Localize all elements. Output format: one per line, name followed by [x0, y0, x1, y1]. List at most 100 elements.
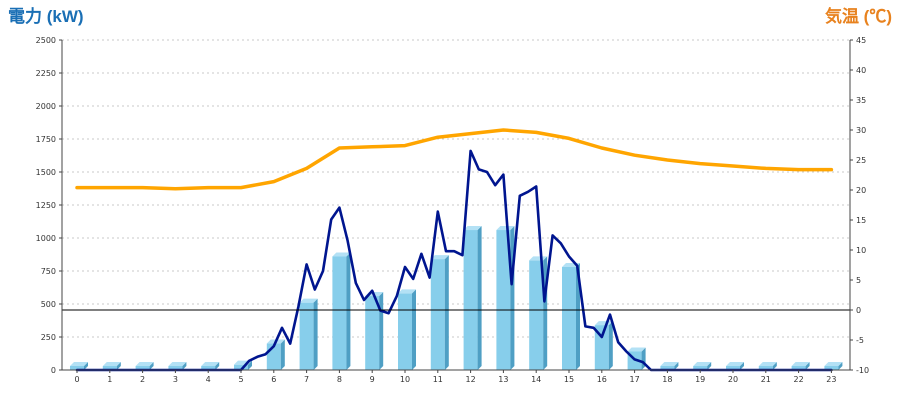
right-tick-label: 15 — [856, 216, 866, 225]
left-tick-label: 750 — [41, 267, 56, 276]
bar-top — [627, 347, 646, 352]
bar-side — [84, 362, 88, 370]
bar-front — [135, 366, 150, 370]
x-tick-label: 2 — [140, 375, 145, 384]
bar-front — [102, 366, 117, 370]
power-bars — [70, 226, 843, 370]
bar-top — [726, 362, 744, 366]
x-tick-label: 23 — [826, 375, 836, 384]
bar-side — [707, 362, 712, 370]
bar-side — [772, 362, 777, 370]
bar-front — [463, 230, 478, 370]
bar-front — [398, 293, 412, 370]
bar-side — [280, 339, 285, 370]
bar-top — [430, 255, 449, 260]
bar-top — [791, 362, 810, 366]
bar — [201, 362, 220, 370]
bar-front — [562, 267, 576, 370]
x-tick-label: 10 — [400, 375, 410, 384]
bar-side — [116, 362, 121, 370]
x-tick-label: 13 — [498, 375, 508, 384]
bar-side — [182, 362, 187, 370]
left-tick-label: 500 — [41, 300, 56, 309]
bar-top — [168, 362, 187, 366]
bar-front — [430, 259, 445, 370]
bar-front — [594, 325, 609, 370]
right-tick-label: 35 — [856, 96, 866, 105]
bar-side — [149, 362, 154, 370]
bar-top — [332, 252, 351, 257]
bar — [70, 362, 88, 370]
bar-front — [693, 366, 708, 370]
bar-front — [726, 366, 740, 370]
bar-top — [102, 362, 121, 366]
bar-front — [234, 364, 248, 370]
axes — [59, 39, 853, 373]
bar — [562, 263, 580, 370]
bar — [332, 252, 351, 370]
bar — [463, 226, 482, 370]
right-tick-label: -10 — [856, 366, 869, 375]
bar — [693, 362, 712, 370]
bar-side — [805, 362, 810, 370]
right-axis-title: 気温 (℃) — [824, 6, 892, 26]
power-line — [75, 149, 833, 372]
tick-labels: 02505007501000125015001750200022502500-1… — [36, 36, 869, 384]
left-tick-label: 1250 — [36, 201, 56, 210]
bar-side — [576, 263, 580, 370]
x-tick-label: 11 — [433, 375, 443, 384]
bar — [168, 362, 187, 370]
bar-front — [496, 230, 511, 370]
bar — [430, 255, 449, 370]
bar-front — [791, 366, 806, 370]
right-tick-label: 0 — [856, 306, 861, 315]
x-tick-label: 4 — [206, 375, 211, 384]
left-tick-label: 1000 — [36, 234, 56, 243]
x-tick-label: 12 — [466, 375, 476, 384]
x-tick-label: 14 — [531, 375, 541, 384]
bar-front — [70, 366, 84, 370]
bar-side — [740, 362, 744, 370]
bar-top — [758, 362, 777, 366]
right-tick-label: 40 — [856, 66, 866, 75]
x-tick-label: 5 — [238, 375, 243, 384]
x-tick-label: 7 — [304, 375, 309, 384]
left-axis-title: 電力 (kW) — [8, 6, 84, 26]
bar-side — [379, 292, 384, 370]
bar — [824, 362, 843, 370]
x-tick-label: 20 — [728, 375, 738, 384]
bar-front — [365, 296, 380, 370]
x-tick-label: 18 — [662, 375, 672, 384]
bar-side — [412, 289, 416, 370]
bar — [726, 362, 744, 370]
bar — [299, 298, 318, 370]
bar-side — [346, 252, 351, 370]
x-tick-label: 3 — [173, 375, 178, 384]
bar — [496, 226, 515, 370]
bar-front — [824, 366, 839, 370]
x-tick-label: 19 — [695, 375, 705, 384]
x-tick-label: 15 — [564, 375, 574, 384]
bar — [529, 256, 548, 370]
bar — [758, 362, 777, 370]
right-tick-label: 5 — [856, 276, 861, 285]
bar — [791, 362, 810, 370]
bar-top — [693, 362, 712, 366]
bar-front — [168, 366, 183, 370]
bar-side — [215, 362, 220, 370]
bar — [594, 321, 613, 370]
bar-top — [201, 362, 220, 366]
left-tick-label: 2500 — [36, 36, 56, 45]
right-tick-label: 25 — [856, 156, 866, 165]
grid-lines — [62, 39, 850, 338]
x-tick-label: 22 — [794, 375, 804, 384]
right-tick-label: 30 — [856, 126, 866, 135]
bar-front — [201, 366, 216, 370]
x-tick-label: 1 — [107, 375, 112, 384]
bar — [398, 289, 416, 370]
bar — [365, 292, 384, 370]
bar-side — [248, 360, 252, 370]
left-tick-label: 250 — [41, 333, 56, 342]
bar-side — [608, 321, 613, 370]
